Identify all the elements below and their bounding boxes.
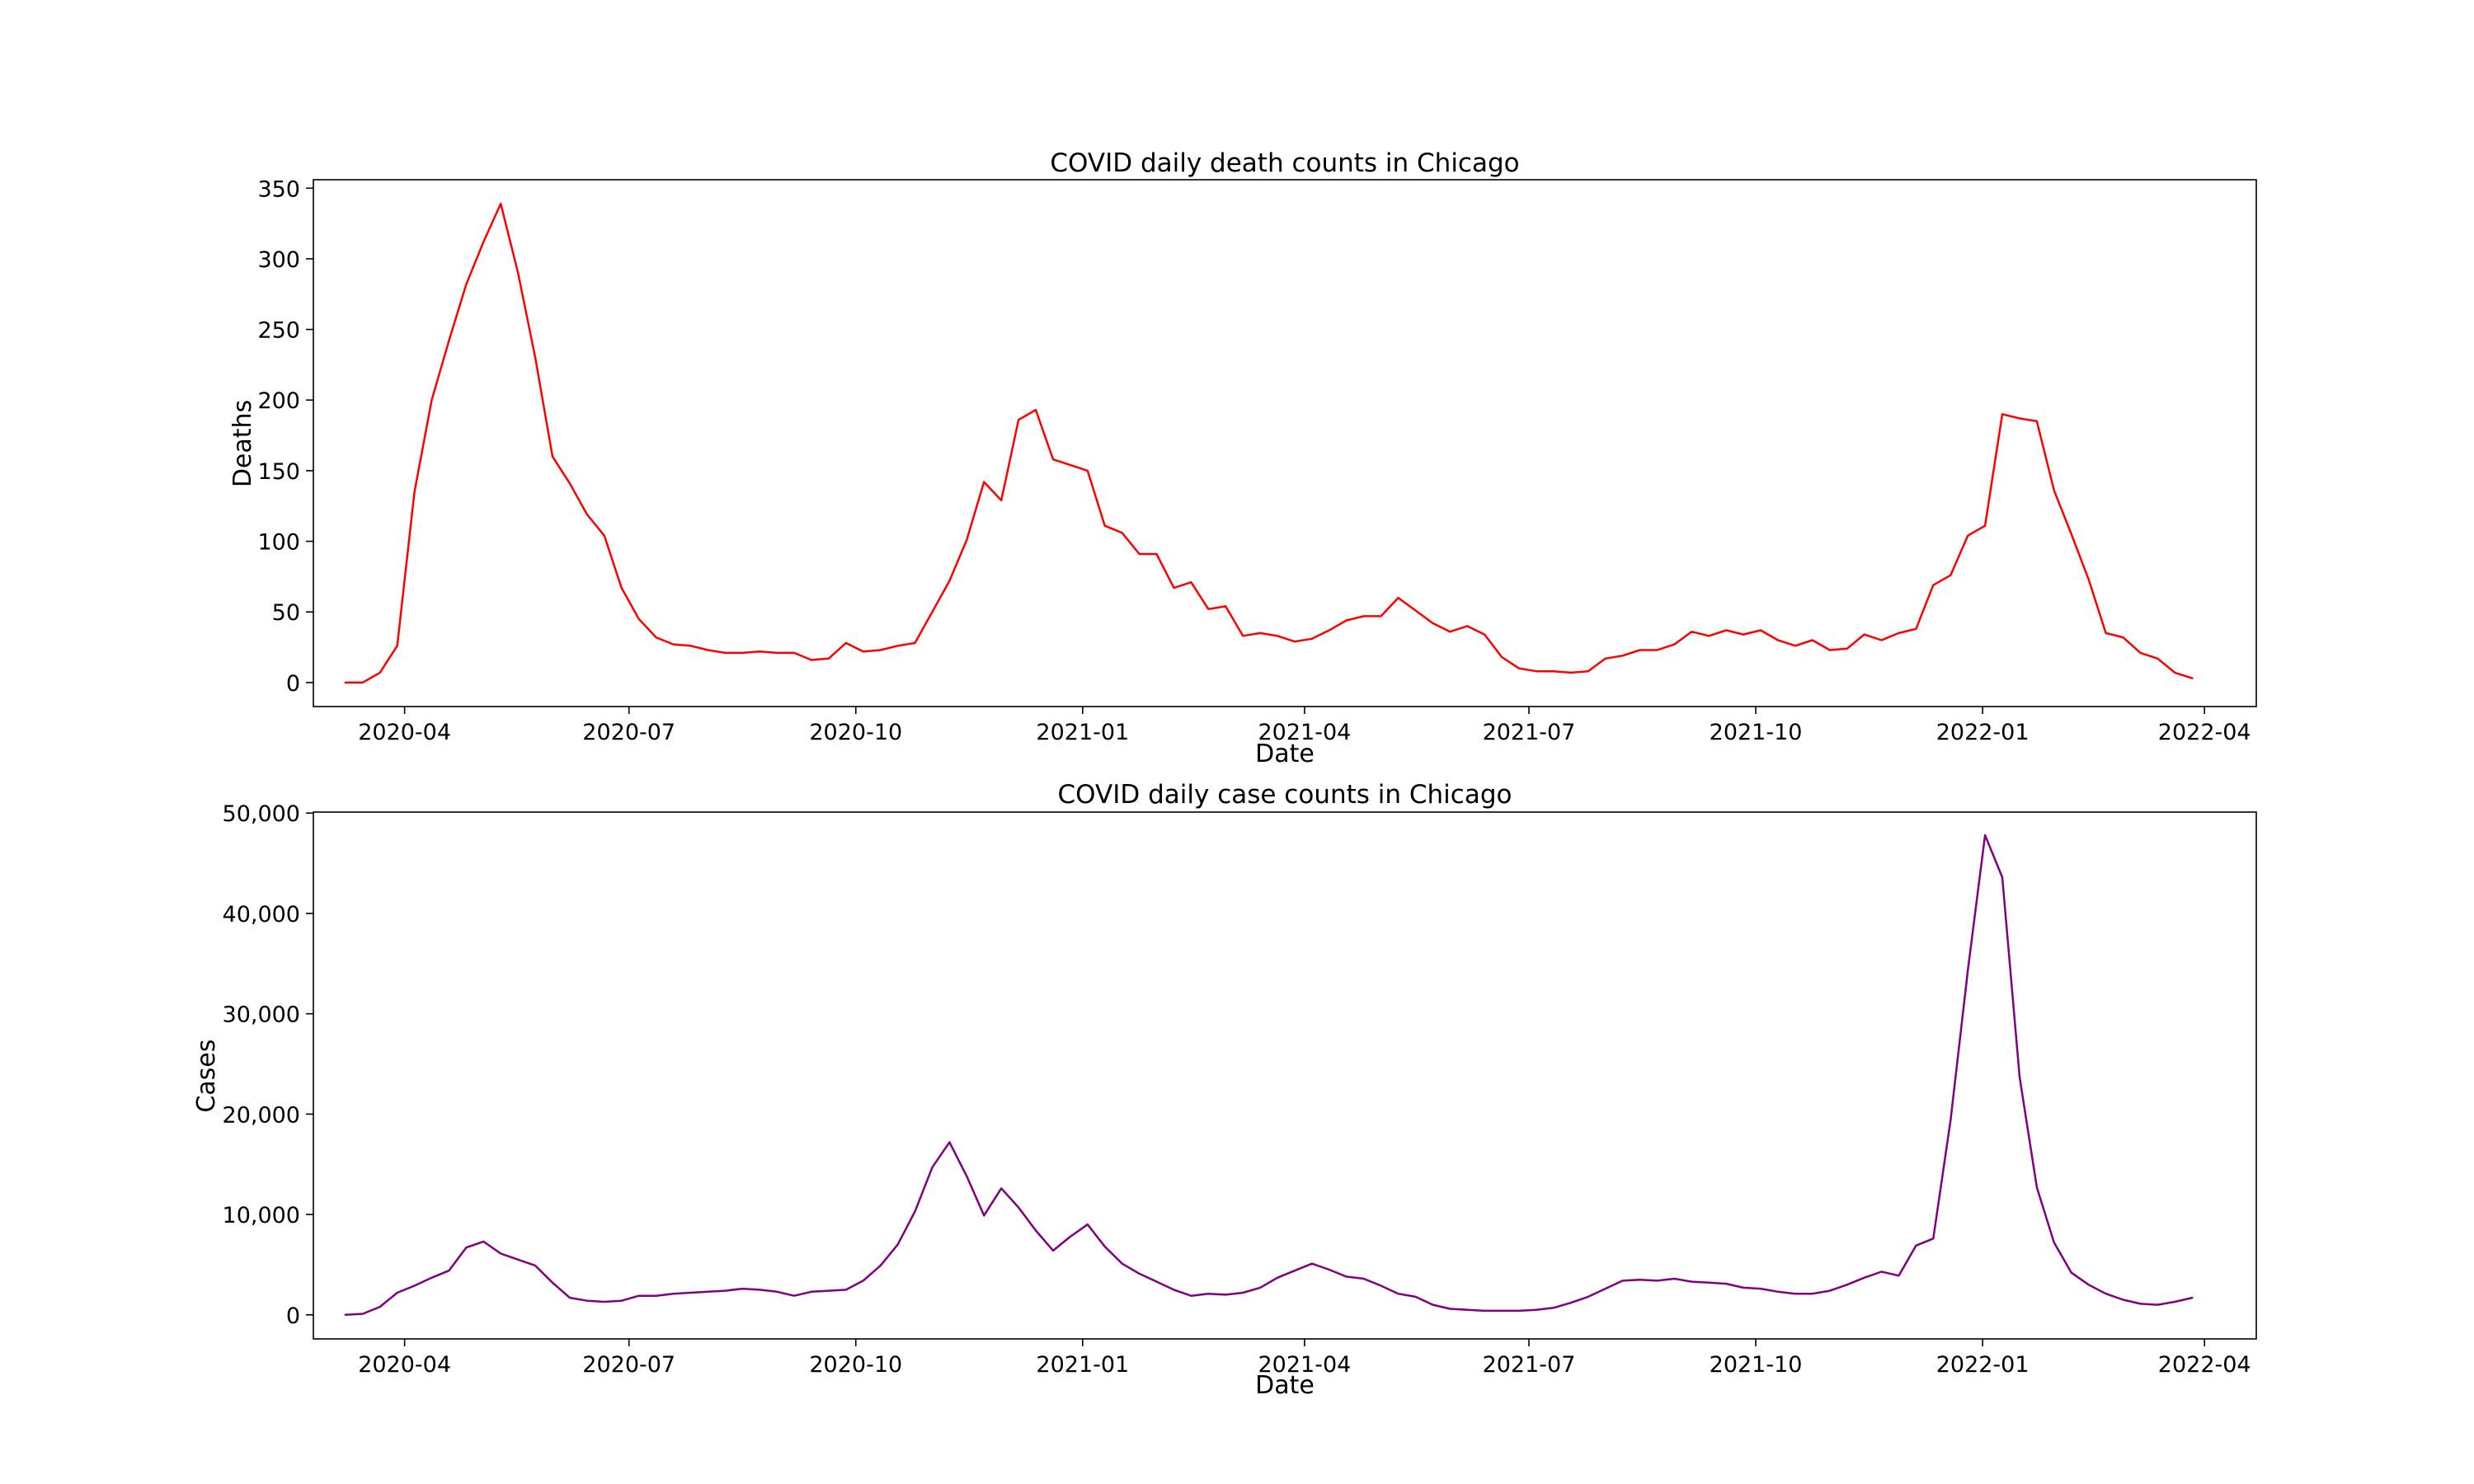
deaths-y-tick-label: 0 bbox=[286, 671, 300, 697]
cases-y-axis-label: Cases bbox=[192, 1039, 221, 1112]
cases-y-tick-label: 40,000 bbox=[223, 902, 300, 928]
cases-y-tick-label: 0 bbox=[286, 1303, 300, 1329]
deaths-x-tick-label: 2020-04 bbox=[358, 720, 451, 745]
deaths-x-tick-label: 2021-10 bbox=[1710, 720, 1803, 745]
cases-y-tick-label: 10,000 bbox=[223, 1203, 300, 1228]
deaths-x-tick-label: 2020-10 bbox=[809, 720, 902, 745]
deaths-y-tick-label: 50 bbox=[272, 600, 300, 626]
deaths-x-axis: 2020-04 2020-07 2020-10 2021-01 2021-04 2021-… bbox=[358, 707, 2251, 745]
cases-x-axis-label: Date bbox=[1255, 1371, 1315, 1400]
deaths-y-tick-label: 350 bbox=[257, 176, 300, 202]
deaths-x-tick-label: 2021-04 bbox=[1258, 720, 1352, 745]
cases-chart: COVID daily case counts in Chicago 2020-… bbox=[192, 780, 2257, 1400]
deaths-chart-title: COVID daily death counts in Chicago bbox=[1050, 148, 1519, 178]
deaths-chart: COVID daily death counts in Chicago 2020… bbox=[228, 148, 2257, 768]
deaths-y-tick-label: 150 bbox=[257, 459, 300, 485]
cases-x-tick-label: 2020-07 bbox=[582, 1352, 675, 1378]
deaths-x-tick-label: 2020-07 bbox=[582, 720, 675, 745]
cases-x-tick-label: 2021-10 bbox=[1710, 1352, 1803, 1378]
cases-x-tick-label: 2021-07 bbox=[1483, 1352, 1576, 1378]
deaths-y-tick-label: 100 bbox=[257, 530, 300, 556]
cases-x-tick-label: 2022-01 bbox=[1936, 1352, 2030, 1378]
cases-plot-frame bbox=[313, 811, 2257, 1340]
cases-x-tick-label: 2020-10 bbox=[809, 1352, 902, 1378]
deaths-x-axis-label: Date bbox=[1255, 740, 1315, 768]
cases-series-line bbox=[344, 834, 2194, 1317]
deaths-x-tick-label: 2022-01 bbox=[1936, 720, 2030, 745]
deaths-y-tick-label: 300 bbox=[257, 247, 300, 273]
deaths-x-tick-label: 2021-01 bbox=[1036, 720, 1129, 745]
cases-y-tick-label: 30,000 bbox=[223, 1003, 300, 1028]
deaths-y-axis: 0 50 100 150 200 250 300 350 bbox=[257, 176, 313, 697]
cases-y-tick-label: 50,000 bbox=[223, 801, 300, 827]
cases-y-axis: 0 10,000 20,000 30,000 40,000 50,000 bbox=[223, 801, 313, 1329]
deaths-y-tick-label: 250 bbox=[257, 318, 300, 344]
cases-x-tick-label: 2021-01 bbox=[1036, 1352, 1129, 1378]
deaths-x-tick-label: 2021-07 bbox=[1483, 720, 1576, 745]
cases-x-tick-label: 2022-04 bbox=[2158, 1352, 2251, 1378]
deaths-plot-frame bbox=[313, 179, 2257, 707]
cases-x-tick-label: 2020-04 bbox=[358, 1352, 451, 1378]
cases-x-axis: 2020-04 2020-07 2020-10 2021-01 2021-04 2021-… bbox=[358, 1339, 2251, 1378]
cases-y-tick-label: 20,000 bbox=[223, 1102, 300, 1128]
cases-x-tick-label: 2021-04 bbox=[1258, 1352, 1352, 1378]
deaths-x-tick-label: 2022-04 bbox=[2158, 720, 2251, 745]
deaths-series-line bbox=[344, 202, 2194, 684]
deaths-y-tick-label: 200 bbox=[257, 388, 300, 414]
cases-chart-title: COVID daily case counts in Chicago bbox=[1058, 780, 1512, 810]
deaths-y-axis-label: Deaths bbox=[228, 400, 257, 487]
